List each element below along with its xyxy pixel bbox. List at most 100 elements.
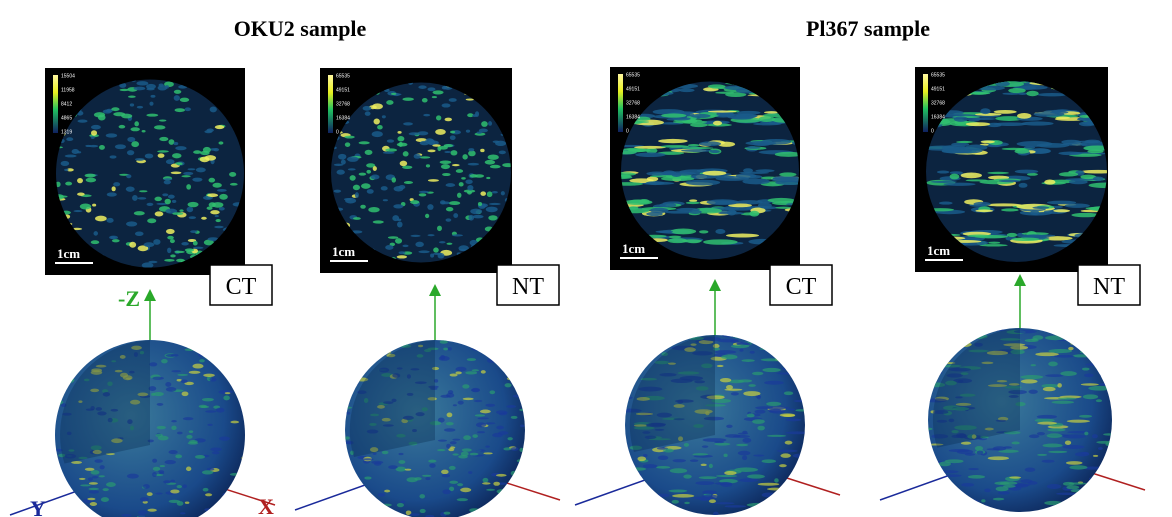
texture-spot	[641, 510, 646, 512]
texture-spot	[353, 356, 358, 360]
texture-spot	[716, 475, 737, 477]
texture-spot	[60, 503, 70, 507]
texture-spot	[492, 191, 498, 193]
texture-spot	[689, 199, 697, 202]
texture-spot	[214, 226, 223, 228]
texture-spot	[748, 384, 755, 387]
texture-spot	[126, 186, 135, 191]
texture-spot	[94, 112, 105, 117]
texture-spot	[67, 354, 76, 358]
texture-spot	[455, 371, 461, 374]
texture-spot	[1047, 484, 1062, 489]
texture-spot	[356, 362, 364, 366]
texture-spot	[386, 100, 393, 105]
texture-spot	[967, 234, 989, 237]
texture-spot	[986, 203, 1022, 206]
texture-spot	[478, 202, 482, 206]
texture-spot	[1085, 363, 1108, 366]
texture-spot	[188, 202, 199, 207]
texture-spot	[726, 385, 733, 390]
texture-spot	[657, 494, 670, 497]
texture-spot	[1007, 233, 1018, 237]
texture-spot	[929, 365, 936, 369]
texture-spot	[1102, 368, 1112, 370]
texture-spot	[939, 202, 953, 205]
texture-spot	[699, 141, 721, 146]
texture-spot	[100, 465, 105, 469]
texture-spot	[767, 435, 786, 437]
texture-spot	[709, 499, 716, 503]
texture-spot	[446, 207, 453, 211]
texture-spot	[448, 347, 452, 350]
texture-spot	[755, 410, 766, 414]
texture-spot	[205, 356, 216, 359]
texture-spot	[334, 164, 344, 166]
texture-spot	[714, 443, 730, 446]
texture-spot	[223, 395, 230, 400]
texture-spot	[1099, 342, 1121, 347]
texture-spot	[353, 217, 361, 220]
texture-spot	[747, 503, 769, 507]
texture-spot	[643, 454, 648, 457]
colorbar	[923, 74, 928, 132]
texture-spot	[983, 505, 988, 508]
texture-spot	[681, 149, 712, 152]
texture-spot	[463, 435, 471, 440]
texture-spot	[170, 239, 175, 243]
colorbar-label: 65535	[931, 72, 945, 78]
texture-spot	[350, 175, 356, 181]
texture-spot	[768, 339, 781, 341]
colorbar-label: 16384	[931, 114, 945, 120]
texture-spot	[207, 424, 212, 426]
texture-spot	[423, 114, 430, 116]
texture-spot	[975, 210, 993, 213]
texture-spot	[418, 250, 429, 253]
texture-spot	[138, 197, 147, 200]
texture-spot	[472, 347, 483, 351]
texture-spot	[502, 351, 510, 356]
texture-spot	[427, 87, 435, 91]
texture-spot	[488, 154, 499, 159]
colorbar	[618, 74, 623, 132]
texture-spot	[742, 438, 751, 443]
texture-spot	[88, 488, 98, 490]
texture-spot	[468, 215, 474, 221]
texture-spot	[779, 172, 796, 176]
texture-spot	[1071, 489, 1083, 492]
texture-spot	[940, 470, 958, 473]
texture-spot	[198, 352, 203, 357]
texture-spot	[670, 468, 687, 473]
texture-spot	[155, 493, 163, 495]
texture-spot	[397, 503, 404, 507]
texture-spot	[209, 202, 216, 207]
texture-spot	[1075, 141, 1101, 143]
texture-spot	[782, 368, 792, 370]
texture-spot	[202, 398, 214, 401]
texture-spot	[1029, 434, 1040, 438]
texture-spot	[54, 487, 59, 490]
texture-spot	[143, 484, 150, 489]
texture-spot	[794, 377, 814, 381]
texture-spot	[366, 170, 371, 174]
texture-spot	[344, 136, 354, 139]
texture-spot	[405, 469, 412, 471]
texture-spot	[453, 213, 458, 218]
texture-spot	[450, 131, 455, 134]
texture-spot	[223, 342, 233, 346]
texture-spot	[205, 410, 216, 412]
texture-spot	[442, 86, 447, 90]
texture-spot	[159, 137, 168, 141]
texture-spot	[686, 202, 700, 204]
texture-spot	[980, 108, 990, 114]
texture-spot	[409, 132, 420, 135]
texture-spot	[520, 448, 524, 452]
texture-spot	[449, 466, 456, 470]
texture-spot	[450, 135, 456, 140]
texture-spot	[341, 160, 346, 165]
texture-spot	[440, 355, 445, 360]
texture-spot	[73, 345, 82, 349]
texture-spot	[1031, 364, 1036, 366]
texture-spot	[385, 245, 393, 250]
texture-spot	[441, 201, 450, 204]
texture-spot	[363, 106, 372, 111]
